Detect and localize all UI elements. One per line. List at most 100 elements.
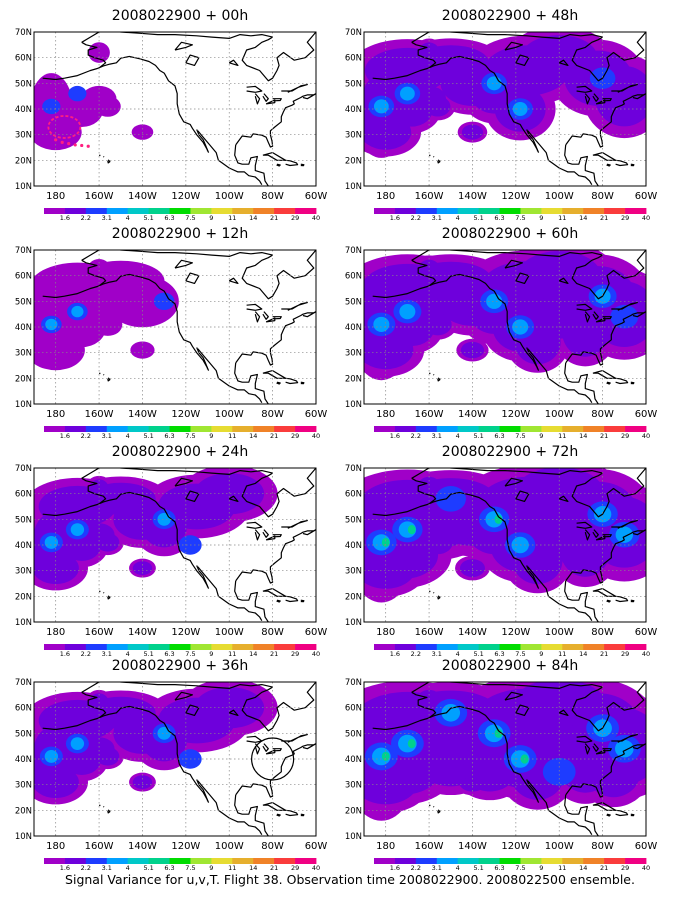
colorbar-label: 14 — [579, 864, 587, 872]
lon-label: 160W — [85, 627, 114, 638]
lon-label: 140W — [458, 627, 487, 638]
colorbar-swatch — [374, 644, 396, 650]
colorbar-label: 6.3 — [494, 650, 504, 658]
colorbar-label: 3.1 — [102, 214, 112, 222]
highlight-circle — [251, 737, 295, 781]
colorbar-label: 9 — [539, 650, 543, 658]
colorbar-label: 7.5 — [515, 864, 525, 872]
colorbar-label: 3.1 — [102, 432, 112, 440]
colorbar-label: 40 — [642, 432, 650, 440]
lon-label: 120W — [171, 627, 200, 638]
lon-label: 60W — [305, 191, 328, 202]
colorbar-swatch — [562, 208, 584, 214]
lat-label: 30N — [345, 131, 362, 141]
colorbar-swatch — [148, 208, 170, 214]
colorbar-label: 4 — [126, 214, 130, 222]
colorbar-label: 6.3 — [494, 214, 504, 222]
colorbar-swatch — [190, 644, 212, 650]
colorbar-swatch — [583, 426, 605, 432]
colorbar-swatch — [457, 426, 480, 432]
lat-label: 20N — [15, 374, 32, 384]
colorbar-swatch — [127, 858, 150, 864]
map-panel-72h: 2008022900 + 72h 70N 60N 50N 40N 30N 20N 10N 18… — [345, 444, 670, 658]
colorbar-label: 4 — [456, 432, 460, 440]
lat-label: 10N — [15, 832, 32, 842]
lon-label: 160W — [85, 409, 114, 420]
colorbar-label: 2.2 — [411, 650, 421, 658]
lon-label: 100W — [215, 191, 244, 202]
colorbar-label: 40 — [642, 214, 650, 222]
colorbar-label: 40 — [642, 864, 650, 872]
colorbar-label: 4 — [126, 432, 130, 440]
colorbar-swatch — [85, 426, 108, 432]
variance-field — [364, 468, 646, 603]
lon-label: 120W — [501, 409, 530, 420]
lon-label: 120W — [501, 627, 530, 638]
colorbar-label: 29 — [291, 650, 299, 658]
panel-title: 2008022900 + 72h — [441, 444, 579, 460]
figure-caption: Signal Variance for u,v,T. Flight 38. Ob… — [65, 872, 635, 887]
variance-field — [34, 468, 278, 591]
colorbar-swatch — [190, 426, 212, 432]
variance-map: 70N 60N 50N 40N 30N 20N 10N 180 160W 140W 120W 100W… — [15, 464, 328, 658]
lat-label: 30N — [15, 349, 32, 359]
lat-label: 10N — [15, 182, 32, 192]
colorbar-swatch — [562, 426, 584, 432]
colorbar-swatch — [520, 858, 542, 864]
colorbar-label: 3.1 — [432, 650, 442, 658]
lat-label: 10N — [345, 182, 362, 192]
lon-label: 100W — [545, 627, 574, 638]
colorbar-label: 9 — [209, 864, 213, 872]
lat-label: 50N — [345, 729, 362, 739]
colorbar-swatch — [232, 644, 254, 650]
lon-label: 140W — [128, 627, 157, 638]
colorbar-label: 6.3 — [494, 864, 504, 872]
colorbar-label: 29 — [291, 432, 299, 440]
colorbar-label: 9 — [209, 214, 213, 222]
colorbar-swatch — [253, 858, 275, 864]
lat-label: 60N — [15, 272, 32, 282]
variance-field — [364, 250, 646, 381]
colorbar-swatch — [415, 208, 438, 214]
colorbar-swatch — [541, 858, 563, 864]
graticule — [364, 250, 646, 404]
colorbar-swatch — [415, 858, 438, 864]
colorbar-swatch — [541, 644, 563, 650]
colorbar-swatch — [541, 208, 563, 214]
flight-track — [47, 115, 90, 148]
colorbar-swatch — [190, 208, 212, 214]
lat-label: 60N — [15, 704, 32, 714]
coastlines — [42, 250, 316, 404]
colorbar-label: 14 — [249, 432, 257, 440]
colorbar-label: 9 — [539, 864, 543, 872]
colorbar-swatch — [148, 426, 170, 432]
panel-title: 2008022900 + 60h — [441, 226, 579, 242]
colorbar-label: 9 — [539, 214, 543, 222]
colorbar-label: 5.1 — [143, 864, 153, 872]
colorbar-label: 1.6 — [390, 864, 400, 872]
lon-label: 180 — [46, 841, 65, 852]
colorbar-swatch — [625, 858, 647, 864]
variance-map: 70N 60N 50N 40N 30N 20N 10N 180 160W 140W 120W 100W… — [345, 28, 658, 222]
colorbar-label: 6.3 — [164, 650, 174, 658]
colorbar-swatch — [436, 858, 459, 864]
colorbar-swatch — [604, 426, 626, 432]
lon-label: 60W — [635, 191, 658, 202]
colorbar-swatch — [44, 208, 66, 214]
coastlines — [372, 682, 646, 836]
lat-label: 40N — [345, 323, 362, 333]
colorbar-label: 1.6 — [60, 864, 70, 872]
colorbar-swatch — [85, 208, 108, 214]
lat-label: 30N — [15, 567, 32, 577]
lon-label: 140W — [458, 191, 487, 202]
lat-label: 20N — [345, 156, 362, 166]
lat-label: 60N — [345, 490, 362, 500]
colorbar-label: 2.2 — [411, 864, 421, 872]
colorbar-swatch — [394, 644, 417, 650]
colorbar-label: 14 — [579, 214, 587, 222]
lon-label: 140W — [458, 409, 487, 420]
colorbar-swatch — [44, 858, 66, 864]
colorbar-label: 14 — [579, 650, 587, 658]
lat-label: 70N — [15, 464, 32, 474]
lon-label: 80W — [261, 627, 284, 638]
